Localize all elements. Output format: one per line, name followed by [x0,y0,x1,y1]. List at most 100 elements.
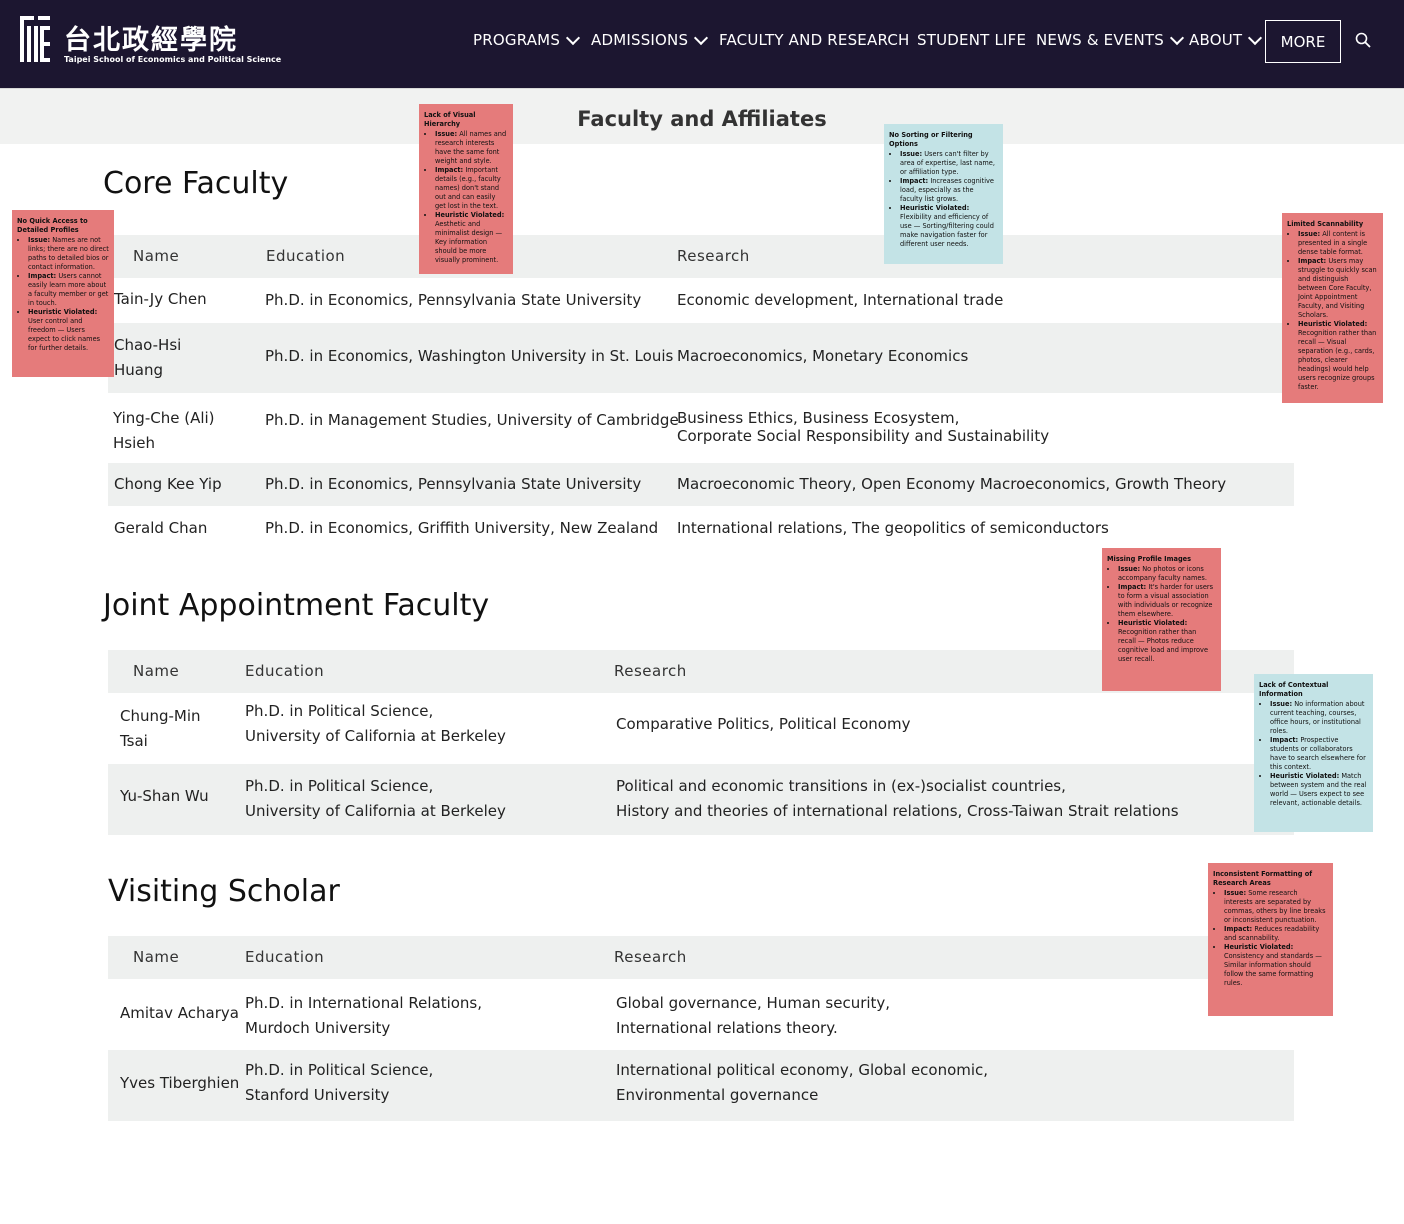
faculty-education: Ph.D. in Political Science, University o… [245,774,506,824]
note-no-quick-access: No Quick Access to Detailed Profiles Iss… [12,210,114,377]
table-header: Name Education Research [108,235,1294,278]
faculty-education-line1: Ph.D. in Political Science, [245,777,434,795]
table-row: Gerald Chan Ph.D. in Economics, Griffith… [108,506,1294,551]
faculty-education: Ph.D. in Political Science, University o… [245,699,506,749]
note-heuristic: Heuristic Violated: Flexibility and effi… [900,204,998,249]
faculty-name: Amitav Acharya [120,1004,239,1022]
faculty-education-line2: Stanford University [245,1086,390,1104]
faculty-education: Ph.D. in Management Studies, University … [265,411,679,429]
faculty-research: Comparative Politics, Political Economy [616,715,911,733]
table-row: Chung-Min Tsai Ph.D. in Political Scienc… [108,693,1294,764]
col-research-header: Research [677,247,750,265]
note-heuristic: Heuristic Violated: Consistency and stan… [1224,943,1328,988]
faculty-name: Chao-Hsi Huang [114,333,181,383]
note-visual-hierarchy: Lack of Visual Hierarchy Issue: All name… [419,104,513,274]
faculty-name: Yves Tiberghien [120,1074,240,1092]
faculty-research-line1: Global governance, Human security, [616,994,891,1012]
more-button[interactable]: MORE [1265,20,1341,63]
faculty-education-line2: Murdoch University [245,1019,391,1037]
note-title: No Quick Access to Detailed Profiles [17,217,88,234]
faculty-name: Gerald Chan [114,519,208,537]
site-header: 台北政經學院 Taipei School of Economics and Po… [0,0,1404,88]
faculty-education: Ph.D. in Economics, Washington Universit… [265,347,674,365]
faculty-name: Chung-Min Tsai [120,704,201,754]
note-title: Lack of Contextual Information [1259,681,1329,698]
note-impact: Impact: Reduces readability and scannabi… [1224,925,1328,943]
faculty-name-line2: Tsai [120,732,148,750]
faculty-name-line1: Chung-Min [120,707,201,725]
col-education-header: Education [245,662,325,680]
nav-faculty-research[interactable]: FACULTY AND RESEARCH [719,31,909,49]
nav-news-events[interactable]: NEWS & EVENTS [1036,30,1185,49]
faculty-research: International relations, The geopolitics… [677,519,1109,537]
core-faculty-heading: Core Faculty [103,166,289,201]
note-heuristic: Heuristic Violated: Recognition rather t… [1298,320,1378,392]
faculty-education-line1: Ph.D. in Political Science, [245,702,434,720]
note-inconsistent-formatting: Inconsistent Formatting of Research Area… [1208,863,1333,1016]
faculty-research: Business Ethics, Business Ecosystem, Cor… [677,409,1049,445]
col-name-header: Name [133,662,180,680]
note-impact: Impact: Prospective students or collabor… [1270,736,1368,772]
faculty-name: Yu-Shan Wu [120,787,209,805]
faculty-research-line2: Environmental governance [616,1086,819,1104]
nav-about[interactable]: ABOUT [1189,30,1263,49]
faculty-education: Ph.D. in International Relations, Murdoc… [245,991,482,1041]
faculty-research: Political and economic transitions in (e… [616,774,1179,824]
page-title-band [0,88,1404,144]
note-issue: Issue: Names are not links; there are no… [28,236,109,272]
note-title: No Sorting or Filtering Options [889,131,973,148]
faculty-education-line2: University of California at Berkeley [245,727,506,745]
faculty-education: Ph.D. in Economics, Pennsylvania State U… [265,291,642,309]
note-missing-images: Missing Profile Images Issue: No photos … [1102,548,1221,691]
note-impact: Impact: Increases cognitive load, especi… [900,177,998,204]
joint-faculty-heading: Joint Appointment Faculty [103,588,490,623]
faculty-education: Ph.D. in Political Science, Stanford Uni… [245,1058,433,1108]
nav-about-label: ABOUT [1189,31,1243,49]
nav-admissions[interactable]: ADMISSIONS [591,30,709,49]
nav-programs[interactable]: PROGRAMS [473,30,581,49]
col-name-header: Name [133,948,180,966]
nav-student-life[interactable]: STUDENT LIFE [917,31,1026,49]
faculty-education: Ph.D. in Economics, Pennsylvania State U… [265,475,642,493]
table-header: Name Education Research [108,650,1294,693]
note-issue: Issue: No information about current teac… [1270,700,1368,736]
note-issue: Issue: All content is presented in a sin… [1298,230,1378,257]
faculty-research-line1: Business Ethics, Business Ecosystem, [677,409,960,427]
col-research-header: Research [614,948,687,966]
note-title: Inconsistent Formatting of Research Area… [1213,870,1313,887]
faculty-research-line1: International political economy, Global … [616,1061,989,1079]
faculty-research-line2: Corporate Social Responsibility and Sust… [677,427,1050,445]
faculty-name: Ying-Che (Ali) Hsieh [113,406,215,456]
table-row: Yu-Shan Wu Ph.D. in Political Science, U… [108,764,1294,835]
table-row: Tain-Jy Chen Ph.D. in Economics, Pennsyl… [108,278,1294,323]
note-issue: Issue: Some research interests are separ… [1224,889,1328,925]
search-icon[interactable] [1355,32,1371,48]
note-impact: Impact: Important details (e.g., faculty… [435,166,508,211]
note-heuristic: Heuristic Violated: Aesthetic and minima… [435,211,508,265]
note-title: Limited Scannability [1287,220,1364,228]
faculty-research: Economic development, International trad… [677,291,1004,309]
col-name-header: Name [133,247,180,265]
col-research-header: Research [614,662,687,680]
page-title: Faculty and Affiliates [577,107,827,131]
faculty-research-line2: History and theories of international re… [616,802,1179,820]
table-row: Chong Kee Yip Ph.D. in Economics, Pennsy… [108,463,1294,506]
col-education-header: Education [245,948,325,966]
faculty-research: Macroeconomic Theory, Open Economy Macro… [677,475,1227,493]
nav-programs-label: PROGRAMS [473,31,561,49]
faculty-name: Chong Kee Yip [114,475,222,493]
faculty-research: Global governance, Human security, Inter… [616,991,890,1041]
chevron-down-icon [565,30,581,45]
note-title: Lack of Visual Hierarchy [424,111,476,128]
note-issue: Issue: No photos or icons accompany facu… [1118,565,1216,583]
faculty-research-line1: Political and economic transitions in (e… [616,777,1066,795]
note-issue: Issue: Users can't filter by area of exp… [900,150,998,177]
faculty-education-line1: Ph.D. in Political Science, [245,1061,434,1079]
note-issue: Issue: All names and research interests … [435,130,508,166]
faculty-name-line2: Huang [114,361,164,379]
logo-mark-icon [20,16,50,62]
faculty-name: Tain-Jy Chen [114,290,207,308]
logo-english-name: Taipei School of Economics and Political… [64,55,282,64]
nav-student-life-label: STUDENT LIFE [917,31,1027,49]
faculty-education: Ph.D. in Economics, Griffith University,… [265,519,659,537]
